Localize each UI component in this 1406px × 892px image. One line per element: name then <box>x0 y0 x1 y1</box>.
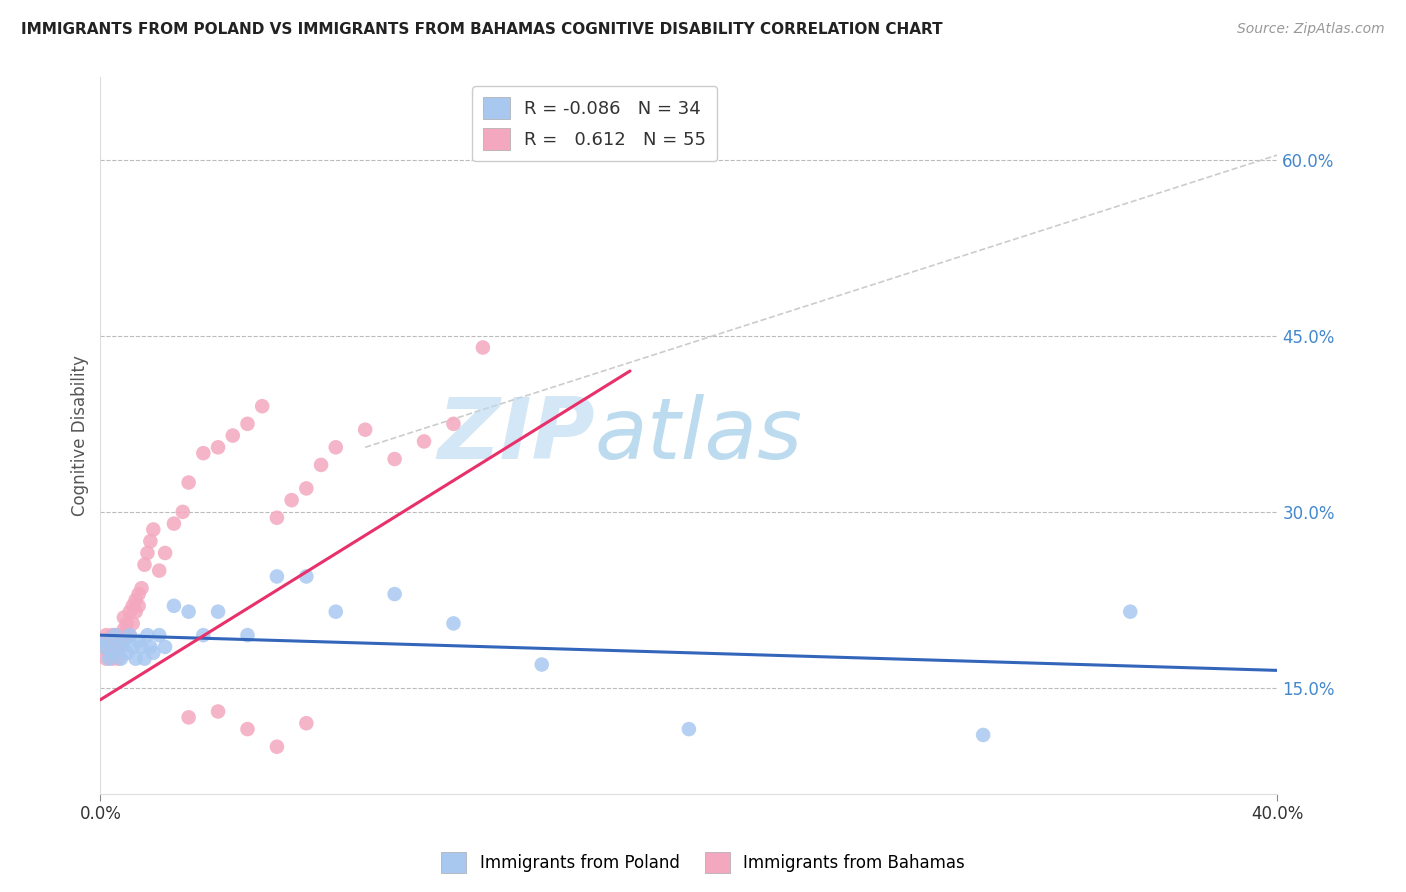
Point <box>118 605 141 619</box>
Point <box>91 640 114 654</box>
Point <box>134 558 156 572</box>
Point <box>309 458 332 472</box>
Point <box>295 569 318 583</box>
Point <box>295 482 318 496</box>
Point <box>121 640 143 654</box>
Text: IMMIGRANTS FROM POLAND VS IMMIGRANTS FROM BAHAMAS COGNITIVE DISABILITY CORRELATI: IMMIGRANTS FROM POLAND VS IMMIGRANTS FRO… <box>21 22 942 37</box>
Point <box>443 616 465 631</box>
Point <box>384 452 406 467</box>
Point <box>131 640 153 654</box>
Point <box>678 722 700 736</box>
Point <box>139 640 162 654</box>
Point <box>1119 605 1142 619</box>
Point <box>266 739 288 754</box>
Point <box>98 651 121 665</box>
Point <box>193 628 215 642</box>
Legend: Immigrants from Poland, Immigrants from Bahamas: Immigrants from Poland, Immigrants from … <box>434 846 972 880</box>
Point <box>172 505 194 519</box>
Point <box>107 651 129 665</box>
Point <box>112 610 135 624</box>
Point <box>530 657 553 672</box>
Point <box>110 651 132 665</box>
Point <box>96 628 118 642</box>
Point <box>177 605 200 619</box>
Point <box>107 640 129 654</box>
Point <box>177 475 200 490</box>
Point <box>128 634 150 648</box>
Point <box>384 587 406 601</box>
Point <box>115 616 138 631</box>
Point <box>110 628 132 642</box>
Legend: R = -0.086   N = 34, R =   0.612   N = 55: R = -0.086 N = 34, R = 0.612 N = 55 <box>472 87 717 161</box>
Point <box>471 341 494 355</box>
Point <box>236 722 259 736</box>
Point <box>124 605 146 619</box>
Point <box>128 587 150 601</box>
Point <box>115 646 138 660</box>
Point <box>101 628 124 642</box>
Point <box>153 546 176 560</box>
Point <box>148 564 170 578</box>
Point <box>91 640 114 654</box>
Point <box>110 640 132 654</box>
Point <box>104 628 127 642</box>
Point <box>136 628 159 642</box>
Point <box>207 440 229 454</box>
Point <box>250 399 273 413</box>
Point <box>443 417 465 431</box>
Point <box>413 434 436 449</box>
Point <box>101 646 124 660</box>
Point <box>131 581 153 595</box>
Text: Source: ZipAtlas.com: Source: ZipAtlas.com <box>1237 22 1385 37</box>
Point <box>972 728 994 742</box>
Point <box>104 628 127 642</box>
Point <box>295 716 318 731</box>
Text: ZIP: ZIP <box>437 394 595 477</box>
Point <box>142 523 165 537</box>
Point <box>112 634 135 648</box>
Point <box>280 493 302 508</box>
Point <box>98 646 121 660</box>
Point <box>136 546 159 560</box>
Y-axis label: Cognitive Disability: Cognitive Disability <box>72 355 89 516</box>
Point <box>124 651 146 665</box>
Point <box>354 423 377 437</box>
Point <box>101 651 124 665</box>
Point <box>207 605 229 619</box>
Point <box>153 640 176 654</box>
Point <box>96 634 118 648</box>
Point <box>222 428 245 442</box>
Point <box>163 516 186 531</box>
Point <box>118 628 141 642</box>
Point <box>104 640 127 654</box>
Point <box>207 705 229 719</box>
Point <box>266 569 288 583</box>
Point <box>134 651 156 665</box>
Point <box>236 628 259 642</box>
Point <box>112 622 135 636</box>
Point <box>193 446 215 460</box>
Text: atlas: atlas <box>595 394 803 477</box>
Point <box>236 417 259 431</box>
Point <box>148 628 170 642</box>
Point <box>121 616 143 631</box>
Point <box>139 534 162 549</box>
Point <box>118 628 141 642</box>
Point <box>325 605 347 619</box>
Point <box>128 599 150 613</box>
Point <box>325 440 347 454</box>
Point <box>115 628 138 642</box>
Point <box>142 646 165 660</box>
Point <box>266 510 288 524</box>
Point <box>163 599 186 613</box>
Point <box>98 634 121 648</box>
Point <box>121 599 143 613</box>
Point <box>107 640 129 654</box>
Point <box>124 593 146 607</box>
Point <box>96 651 118 665</box>
Point <box>177 710 200 724</box>
